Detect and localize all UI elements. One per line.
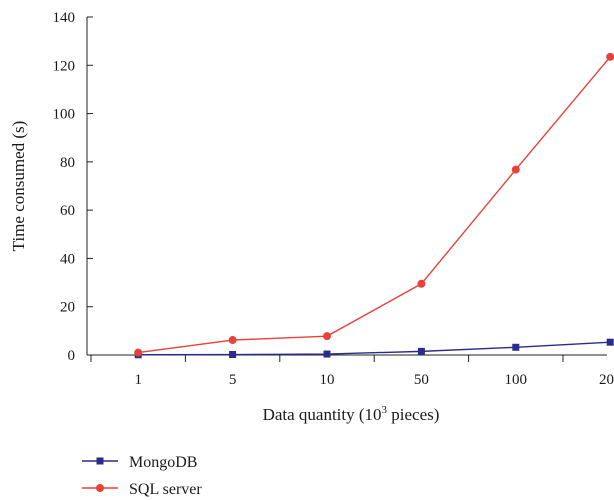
legend-item: SQL server (82, 481, 202, 498)
legend: MongoDB SQL server (82, 454, 202, 498)
x-tick-label: 200 (599, 372, 614, 388)
y-tick-label: 0 (68, 348, 76, 364)
x-tick-label: 1 (134, 372, 142, 388)
x-axis-title-sup: 3 (382, 404, 388, 416)
legend-label: SQL server (129, 481, 202, 498)
legend-marker (96, 484, 104, 492)
data-point (323, 332, 331, 341)
data-point (323, 350, 331, 358)
x-tick-label: 50 (414, 372, 429, 388)
data-point (417, 279, 426, 288)
y-tick-label: 20 (60, 300, 75, 316)
x-axis-title: Data quantity (103 pieces) (263, 404, 440, 424)
legend-marker (96, 457, 104, 465)
y-tick-label: 60 (60, 203, 75, 219)
data-point (229, 351, 237, 359)
x-axis-title-tail: pieces) (387, 405, 439, 424)
data-point (606, 52, 614, 61)
legend-item: MongoDB (82, 454, 197, 471)
series-line (138, 56, 611, 354)
data-point (512, 343, 520, 351)
series-line (138, 341, 611, 356)
y-tick-label: 40 (60, 251, 75, 267)
x-tick-label: 5 (229, 372, 237, 388)
data-point (417, 347, 425, 355)
legend-label: MongoDB (129, 454, 197, 471)
y-tick-label: 120 (53, 58, 76, 74)
y-tick-label: 140 (53, 10, 76, 26)
y-tick-label: 80 (60, 155, 75, 171)
x-axis: 1 5 10 50 100 200 (87, 354, 614, 388)
series-layer (134, 52, 614, 359)
x-tick-label: 100 (505, 372, 528, 388)
data-point (511, 165, 520, 174)
data-point (606, 338, 614, 346)
y-axis-title: Time consumed (s) (9, 121, 28, 252)
data-point (134, 348, 143, 357)
y-axis: 0 20 40 60 80 100 120 140 (53, 10, 93, 364)
x-axis-title-main: Data quantity (10 (263, 405, 382, 424)
x-tick-label: 10 (320, 372, 335, 388)
y-tick-label: 100 (53, 107, 76, 123)
series-sql-server (134, 52, 614, 357)
data-point (228, 336, 237, 345)
